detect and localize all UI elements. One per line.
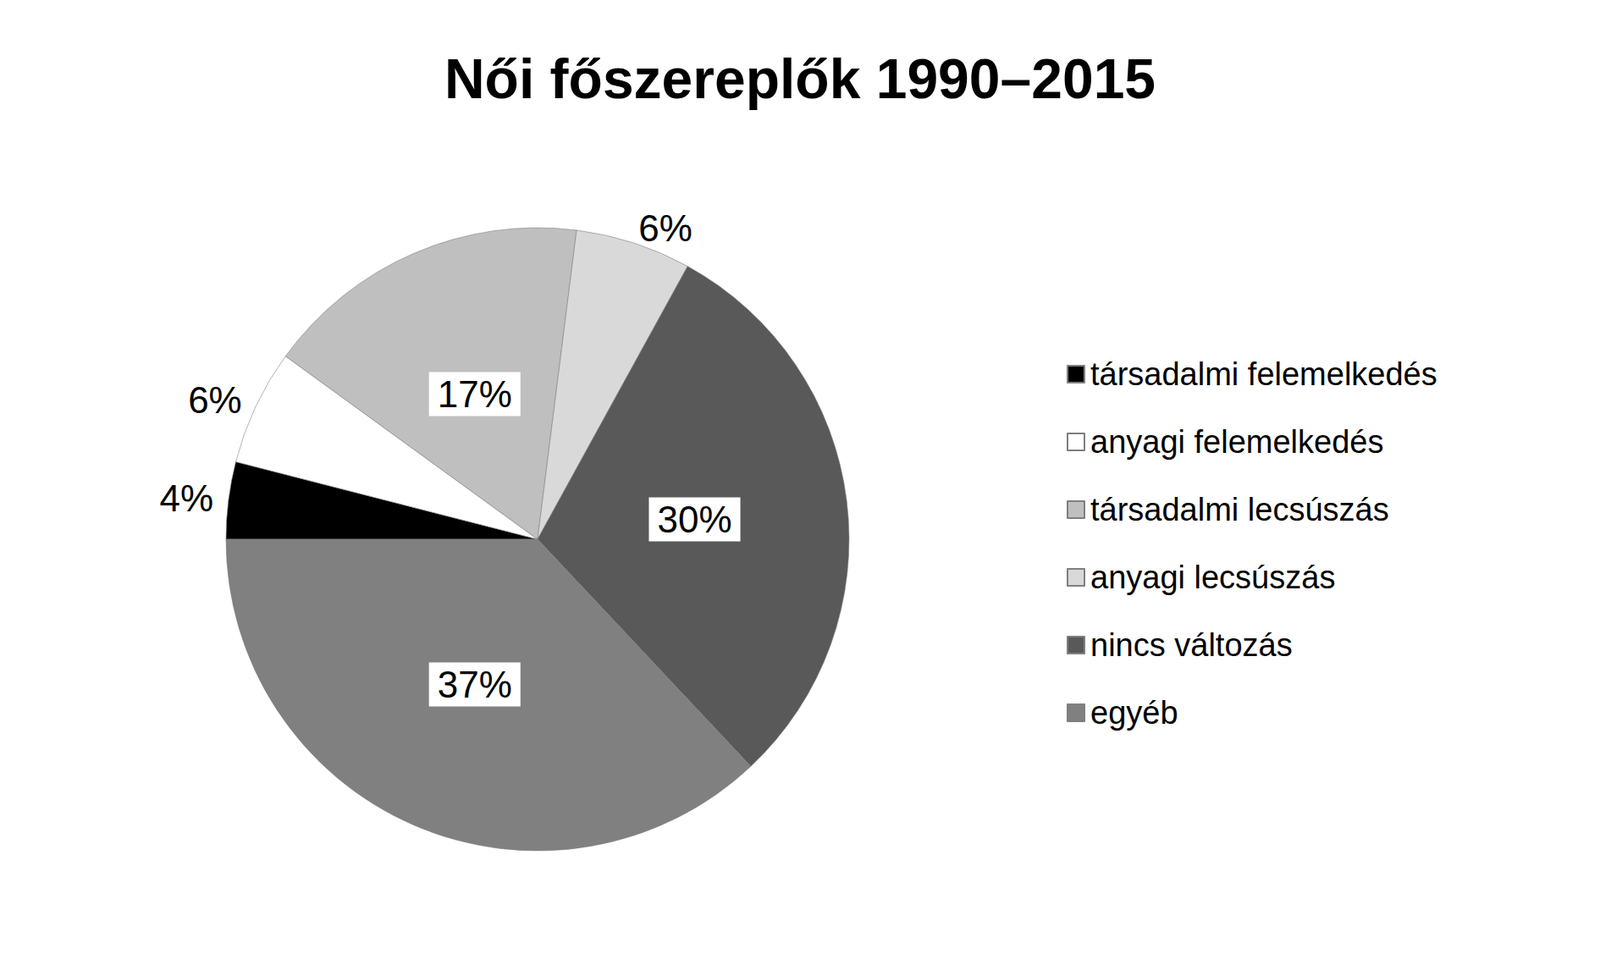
svg-text:anyagi lecsúszás: anyagi lecsúszás (1090, 559, 1336, 596)
svg-text:Női főszereplők 1990–2015: Női főszereplők 1990–2015 (444, 47, 1156, 111)
svg-text:4%: 4% (159, 477, 214, 519)
svg-text:anyagi felemelkedés: anyagi felemelkedés (1090, 424, 1384, 460)
svg-text:társadalmi lecsúszás: társadalmi lecsúszás (1090, 491, 1390, 528)
svg-text:6%: 6% (187, 379, 243, 421)
svg-text:társadalmi felemelkedés: társadalmi felemelkedés (1090, 356, 1438, 392)
svg-text:nincs változás: nincs változás (1090, 627, 1293, 663)
svg-text:37%: 37% (437, 663, 513, 706)
svg-text:30%: 30% (656, 498, 732, 541)
svg-text:egyéb: egyéb (1090, 695, 1179, 731)
svg-text:6%: 6% (638, 207, 693, 249)
svg-text:17%: 17% (437, 373, 513, 415)
